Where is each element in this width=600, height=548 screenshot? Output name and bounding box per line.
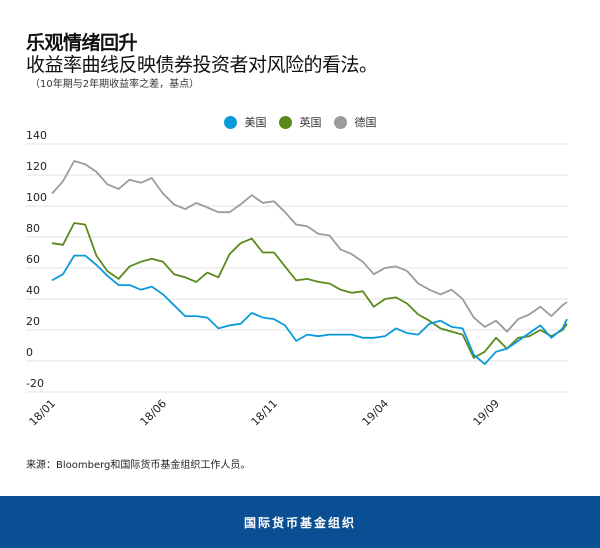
- y-tick-label: 20: [26, 315, 40, 328]
- legend-item-uk: 英国: [278, 114, 322, 130]
- chart-title: 乐观情绪回升: [26, 32, 138, 54]
- legend-label-uk: 英国: [299, 116, 322, 129]
- legend-label-de: 德国: [354, 116, 377, 129]
- footer-banner: 国际货币基金组织: [0, 496, 600, 548]
- y-tick-label: 60: [26, 253, 40, 266]
- legend-item-us: 美国: [223, 114, 267, 130]
- y-tick-label: 0: [26, 346, 33, 359]
- y-tick-label: 40: [26, 284, 40, 297]
- x-tick-label: 18/06: [138, 397, 170, 429]
- y-tick-label: 120: [26, 160, 47, 173]
- legend-swatch-us: [223, 115, 237, 129]
- legend-swatch-de: [333, 115, 347, 129]
- footer-org-name: 国际货币基金组织: [243, 515, 356, 530]
- y-tick-label: 100: [26, 191, 47, 204]
- units-note: （10年期与2年期收益率之差，基点）: [30, 79, 200, 90]
- legend: 美国 英国 德国: [0, 114, 600, 130]
- legend-swatch-uk: [278, 115, 292, 129]
- x-tick-label: 18/11: [249, 397, 281, 429]
- legend-item-de: 德国: [333, 114, 377, 130]
- x-tick-label: 18/01: [27, 397, 59, 429]
- series-line-德国: [51, 160, 568, 333]
- y-tick-label: -20: [26, 377, 44, 390]
- x-tick-label: 19/04: [360, 397, 392, 429]
- source-note: 来源：Bloomberg和国际货币基金组织工作人员。: [26, 460, 251, 471]
- line-chart: -20 0 20 40 60 80 100 120 140 18/01 18/06 18/11 19/0…: [26, 129, 568, 429]
- y-tick-label: 80: [26, 222, 40, 235]
- legend-label-us: 美国: [244, 116, 267, 129]
- chart-subtitle: 收益率曲线反映债券投资者对风险的看法。: [26, 54, 378, 76]
- x-tick-label: 19/09: [471, 397, 503, 429]
- series-line-美国: [51, 254, 568, 366]
- series-line-英国: [51, 222, 568, 359]
- y-tick-label: 140: [26, 129, 47, 142]
